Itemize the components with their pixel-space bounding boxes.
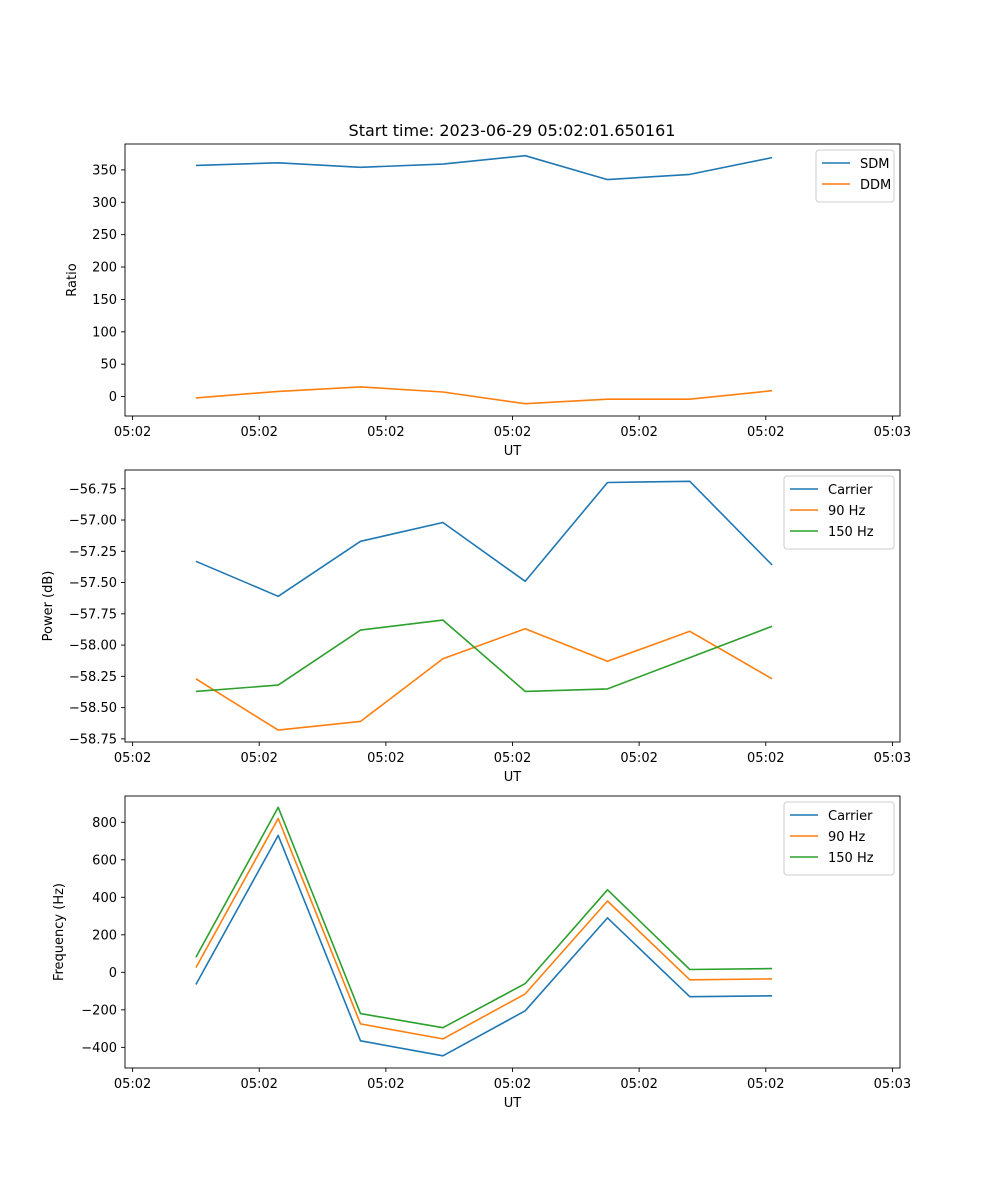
y-tick-label: 300 bbox=[92, 196, 117, 211]
y-tick-label: −56.75 bbox=[69, 482, 117, 497]
x-tick-label: 05:02 bbox=[747, 1077, 784, 1092]
y-tick-label: −200 bbox=[81, 1003, 117, 1018]
x-tick-label: 05:02 bbox=[240, 425, 277, 440]
x-tick-label: 05:02 bbox=[494, 425, 531, 440]
x-axis-label: UT bbox=[504, 770, 522, 785]
y-tick-label: 200 bbox=[92, 928, 117, 943]
x-tick-label: 05:02 bbox=[747, 425, 784, 440]
series-lines bbox=[195, 154, 773, 405]
x-axis-label: UT bbox=[504, 1096, 522, 1111]
x-tick-label: 05:03 bbox=[874, 425, 911, 440]
x-ticks: 05:02 05:02 05:02 05:02 05:02 05:02 05:03 bbox=[114, 742, 911, 766]
y-axis-label: Power (dB) bbox=[41, 571, 56, 642]
subplot-3: 05:02 05:02 05:02 05:02 05:02 05:02 05:03−400−… bbox=[52, 795, 911, 1111]
y-tick-label: −58.50 bbox=[69, 701, 117, 716]
y-tick-label: −58.00 bbox=[69, 639, 117, 654]
legend: SDM DDM bbox=[815, 149, 895, 203]
subplot-1: 05:02 05:02 05:02 05:02 05:02 05:02 05:03 0 50 10… bbox=[65, 143, 911, 459]
legend-label-1: SDM bbox=[860, 157, 889, 172]
y-tick-label: 400 bbox=[92, 891, 117, 906]
y-tick-label: −58.25 bbox=[69, 670, 117, 685]
y-tick-label: 800 bbox=[92, 816, 117, 831]
y-tick-label: 0 bbox=[109, 390, 117, 405]
legend-label-2: DDM bbox=[860, 178, 891, 193]
series-line-2 bbox=[195, 817, 773, 1040]
series-line-2 bbox=[195, 386, 773, 405]
legend-label-1: Carrier bbox=[828, 483, 873, 498]
x-ticks: 05:02 05:02 05:02 05:02 05:02 05:02 05:03 bbox=[114, 1068, 911, 1092]
y-tick-label: 150 bbox=[92, 293, 117, 308]
y-tick-label: 350 bbox=[92, 163, 117, 178]
y-tick-label: −57.50 bbox=[69, 576, 117, 591]
y-ticks: 0 50 100 150 200 250 300 350 bbox=[92, 163, 125, 405]
series-line-3 bbox=[195, 806, 773, 1029]
x-tick-label: 05:02 bbox=[240, 1077, 277, 1092]
series-line-1 bbox=[195, 834, 773, 1057]
y-tick-label: −400 bbox=[81, 1041, 117, 1056]
legend: Carrier 90 Hz 150 Hz bbox=[783, 475, 895, 550]
series-line-1 bbox=[195, 154, 773, 181]
x-tick-label: 05:02 bbox=[494, 751, 531, 766]
x-tick-label: 05:02 bbox=[494, 1077, 531, 1092]
x-tick-label: 05:02 bbox=[620, 425, 657, 440]
figure-title: Start time: 2023-06-29 05:02:01.650161 bbox=[349, 121, 676, 140]
series-line-3 bbox=[195, 619, 773, 693]
x-tick-label: 05:02 bbox=[367, 425, 404, 440]
y-tick-label: −57.25 bbox=[69, 545, 117, 560]
series-line-1 bbox=[195, 480, 773, 598]
y-tick-label: −57.00 bbox=[69, 514, 117, 529]
x-tick-label: 05:03 bbox=[874, 751, 911, 766]
subplot-2: 05:02 05:02 05:02 05:02 05:02 05:02 05:03 −58.7… bbox=[41, 469, 911, 785]
y-tick-label: 50 bbox=[100, 358, 117, 373]
y-tick-label: 600 bbox=[92, 853, 117, 868]
legend-label-2: 90 Hz bbox=[828, 504, 865, 519]
y-tick-label: 0 bbox=[109, 966, 117, 981]
series-lines bbox=[195, 806, 773, 1057]
y-axis-label: Frequency (Hz) bbox=[52, 883, 67, 981]
x-tick-label: 05:02 bbox=[747, 751, 784, 766]
x-tick-label: 05:02 bbox=[114, 751, 151, 766]
y-tick-label: −58.75 bbox=[69, 732, 117, 747]
series-line-2 bbox=[195, 627, 773, 731]
legend-label-3: 150 Hz bbox=[828, 851, 874, 866]
legend-label-2: 90 Hz bbox=[828, 830, 865, 845]
y-ticks: −58.75 −58.50 −58.25 −58.00 −57.75 −57.50 −57.… bbox=[69, 482, 125, 747]
legend: Carrier 90 Hz 150 Hz bbox=[783, 801, 895, 876]
x-tick-label: 05:02 bbox=[114, 425, 151, 440]
y-axis-label: Ratio bbox=[65, 263, 80, 296]
series-lines bbox=[195, 480, 773, 731]
legend-label-1: Carrier bbox=[828, 809, 873, 824]
x-axis-label: UT bbox=[504, 444, 522, 459]
x-tick-label: 05:03 bbox=[874, 1077, 911, 1092]
legend-label-3: 150 Hz bbox=[828, 525, 874, 540]
x-tick-label: 05:02 bbox=[240, 751, 277, 766]
x-ticks: 05:02 05:02 05:02 05:02 05:02 05:02 05:03 bbox=[114, 416, 911, 440]
y-tick-label: 100 bbox=[92, 325, 117, 340]
x-tick-label: 05:02 bbox=[620, 751, 657, 766]
y-tick-label: 250 bbox=[92, 228, 117, 243]
x-tick-label: 05:02 bbox=[367, 1077, 404, 1092]
x-tick-label: 05:02 bbox=[620, 1077, 657, 1092]
y-ticks: −400 −200 0 200 400 600 800 bbox=[81, 816, 125, 1056]
x-tick-label: 05:02 bbox=[367, 751, 404, 766]
x-tick-label: 05:02 bbox=[114, 1077, 151, 1092]
subplots: 05:02 05:02 05:02 05:02 05:02 05:02 05:03 0 50 10… bbox=[41, 143, 911, 1111]
y-tick-label: −57.75 bbox=[69, 607, 117, 622]
y-tick-label: 200 bbox=[92, 261, 117, 276]
